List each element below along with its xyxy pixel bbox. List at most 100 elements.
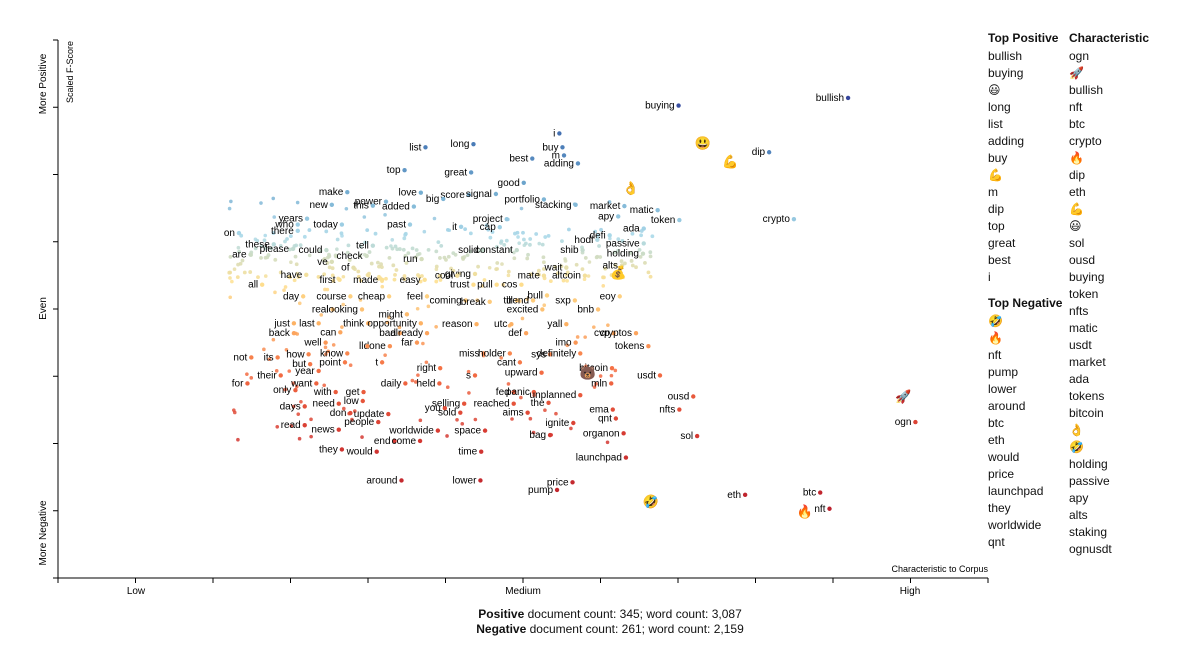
term-point[interactable]: tokens <box>615 341 651 352</box>
term-point[interactable]: list <box>409 142 428 153</box>
term-point[interactable]: ignite <box>545 418 576 429</box>
term-point[interactable]: price <box>547 477 575 488</box>
top-negative-term[interactable]: 🔥 <box>988 331 1003 345</box>
term-point[interactable]: its <box>264 352 280 363</box>
term-point[interactable]: all <box>248 280 265 291</box>
characteristic-term[interactable]: tokens <box>1069 389 1105 403</box>
top-positive-term[interactable]: 😃 <box>988 83 1001 97</box>
term-point[interactable]: cheap <box>358 291 392 302</box>
term-point[interactable]: read <box>281 420 307 431</box>
term-point[interactable]: not <box>233 352 254 363</box>
term-point[interactable]: def <box>508 328 529 339</box>
top-positive-term[interactable]: buying <box>988 66 1024 80</box>
top-negative-term[interactable]: worldwide <box>988 518 1042 532</box>
term-point[interactable]: constant <box>475 245 520 256</box>
term-point[interactable]: yall <box>547 319 569 330</box>
top-negative-term[interactable]: 🤣 <box>988 314 1003 328</box>
term-point[interactable]: usdt <box>637 370 663 381</box>
term-point[interactable]: cos <box>502 280 524 291</box>
term-point[interactable]: think <box>343 318 371 329</box>
characteristic-term[interactable]: bullish <box>1069 83 1104 97</box>
term-point[interactable]: reason <box>442 319 479 330</box>
term-point[interactable]: have <box>281 270 309 281</box>
top-negative-term[interactable]: qnt <box>988 535 1005 549</box>
term-point[interactable]: already <box>390 328 430 339</box>
term-point[interactable]: buying <box>645 101 681 112</box>
term-point[interactable]: tell <box>356 241 376 252</box>
term-point[interactable]: reached <box>474 399 516 410</box>
term-point[interactable]: eoy <box>600 291 622 302</box>
term-point[interactable]: bitcoin <box>579 363 615 374</box>
term-point[interactable]: excited <box>507 304 545 315</box>
term-point[interactable]: dip <box>752 147 772 158</box>
term-point[interactable]: upward <box>505 368 544 379</box>
term-point[interactable]: made <box>353 275 385 286</box>
term-point[interactable]: nfts <box>659 405 682 416</box>
term-point[interactable]: get <box>346 387 366 398</box>
characteristic-term[interactable]: matic <box>1069 321 1098 335</box>
top-positive-term[interactable]: bullish <box>988 49 1023 63</box>
term-point[interactable]: how <box>286 349 311 360</box>
term-point[interactable]: ada <box>623 224 646 235</box>
characteristic-term[interactable]: ogn <box>1069 49 1090 63</box>
top-positive-term[interactable]: top <box>988 219 1005 233</box>
term-point[interactable]: adding <box>544 158 581 169</box>
top-negative-term[interactable]: price <box>988 467 1015 481</box>
term-point[interactable]: altcoin <box>552 271 588 282</box>
term-point[interactable]: love <box>398 188 424 199</box>
top-positive-term[interactable]: dip <box>988 202 1005 216</box>
term-point[interactable]: check <box>337 251 369 262</box>
term-point[interactable]: 🤣 <box>642 494 659 510</box>
term-point[interactable]: daily <box>381 378 408 389</box>
term-point[interactable]: end <box>374 436 397 447</box>
term-point[interactable]: first <box>319 275 342 286</box>
term-point[interactable]: eth <box>727 490 748 501</box>
term-point[interactable]: passive <box>606 238 646 249</box>
term-point[interactable]: can <box>320 327 343 338</box>
top-negative-term[interactable]: they <box>988 501 1011 515</box>
term-point[interactable]: want <box>290 378 319 389</box>
term-point[interactable]: launchpad <box>576 453 629 464</box>
term-point[interactable]: this <box>353 201 376 212</box>
term-point[interactable]: trend <box>506 295 536 306</box>
characteristic-term[interactable]: 💪 <box>1069 202 1084 216</box>
term-point[interactable]: year <box>295 366 321 377</box>
labeled-points[interactable]: bullish buying i 😃 long buy list dip m best 💪 addin… <box>224 93 918 519</box>
term-point[interactable]: buy <box>542 142 565 153</box>
term-point[interactable]: best <box>509 154 535 165</box>
characteristic-term[interactable]: 🚀 <box>1069 66 1084 80</box>
term-point[interactable]: bnb <box>577 304 601 315</box>
characteristic-term[interactable]: holding <box>1069 457 1108 471</box>
top-positive-term[interactable]: 💪 <box>988 168 1003 182</box>
term-point[interactable]: ll <box>359 341 370 352</box>
term-point[interactable]: apy <box>598 211 621 222</box>
term-point[interactable]: it <box>452 222 464 233</box>
term-point[interactable]: new <box>309 200 335 211</box>
term-point[interactable]: ousd <box>668 392 696 403</box>
term-point[interactable]: break <box>461 297 492 308</box>
term-point[interactable]: 🚀 <box>895 389 911 404</box>
top-positive-term[interactable]: list <box>988 117 1003 131</box>
term-point[interactable]: sold <box>438 408 463 419</box>
top-positive-term[interactable]: i <box>988 270 991 284</box>
term-point[interactable]: please <box>260 244 296 255</box>
term-point[interactable]: space <box>454 426 488 437</box>
term-point[interactable]: i <box>553 128 562 139</box>
term-point[interactable]: course <box>316 291 353 302</box>
term-point[interactable]: stacking <box>535 200 578 211</box>
top-positive-term[interactable]: best <box>988 253 1011 267</box>
term-point[interactable]: coming <box>429 295 468 306</box>
term-point[interactable]: long <box>451 139 476 150</box>
top-positive-term[interactable]: buy <box>988 151 1008 165</box>
term-point[interactable]: unplanned <box>530 390 583 401</box>
term-point[interactable]: sol <box>680 431 700 442</box>
term-point[interactable]: 💪 <box>722 154 738 169</box>
term-point[interactable]: past <box>387 220 413 231</box>
term-point[interactable]: who <box>274 220 300 231</box>
term-point[interactable]: s <box>466 370 478 381</box>
term-point[interactable]: today <box>313 220 345 231</box>
term-point[interactable]: last <box>299 318 321 329</box>
term-point[interactable]: cryptos <box>600 328 639 339</box>
term-point[interactable]: back <box>269 328 297 339</box>
term-point[interactable]: top <box>387 165 407 176</box>
